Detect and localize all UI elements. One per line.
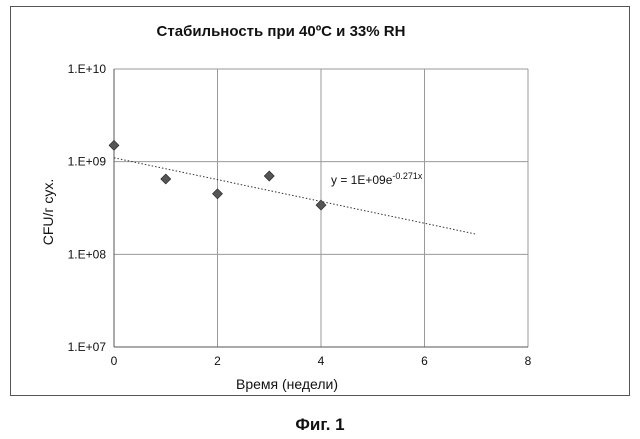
x-tick-label-2: 4 [318, 354, 325, 368]
data-point-1 [161, 174, 171, 184]
trendline-group [114, 158, 476, 234]
data-point-0 [109, 140, 119, 150]
trendline-equation: y = 1E+09e-0.271x [331, 171, 423, 187]
x-tick-label-4: 8 [525, 354, 532, 368]
figure-caption: Фиг. 1 [0, 415, 640, 435]
data-point-4 [316, 200, 326, 210]
y-tick-label-2: 1.E+09 [68, 155, 107, 169]
chart-svg: Стабильность при 40ºC и 33% RH CFU/г сух… [11, 7, 631, 397]
x-tick-label-1: 2 [214, 354, 221, 368]
y-tick-label-0: 1.E+07 [68, 340, 107, 354]
tick-labels: 0 2 4 6 8 1.E+07 1.E+08 1.E+09 1.E+10 [68, 62, 532, 368]
y-axis-title: CFU/г сух. [40, 179, 56, 246]
y-tick-label-3: 1.E+10 [68, 62, 107, 76]
x-axis-title: Время (недели) [236, 376, 338, 392]
chart-frame: Стабильность при 40ºC и 33% RH CFU/г сух… [10, 6, 630, 396]
data-point-3 [264, 171, 274, 181]
y-tick-label-1: 1.E+08 [68, 247, 107, 261]
chart-title: Стабильность при 40ºC и 33% RH [157, 23, 406, 40]
data-point-2 [213, 189, 223, 199]
trendline [114, 158, 476, 234]
x-tick-label-0: 0 [111, 354, 118, 368]
x-tick-label-3: 6 [421, 354, 428, 368]
